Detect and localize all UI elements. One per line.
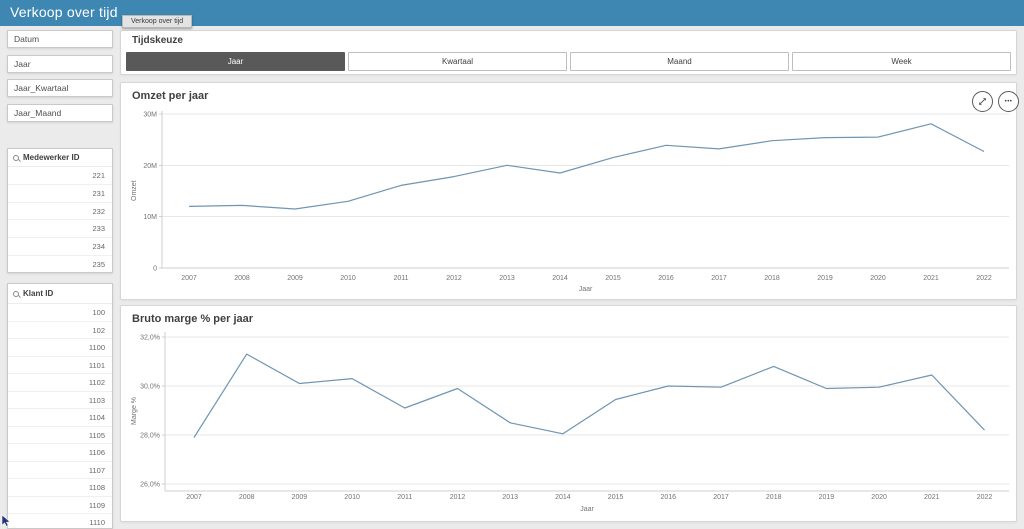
x-tick-label: 2008 — [234, 275, 250, 282]
listbox-value-row[interactable]: 1100 — [8, 339, 112, 357]
x-tick-label: 2013 — [499, 275, 515, 282]
x-tick-label: 2014 — [555, 494, 571, 501]
time-button-jaar[interactable]: Jaar — [126, 52, 345, 71]
x-tick-label: 2017 — [711, 275, 727, 282]
listbox-value-row[interactable]: 234 — [8, 238, 112, 256]
filter-field-jaar_kwartaal[interactable]: Jaar_Kwartaal — [7, 79, 113, 97]
time-button-kwartaal[interactable]: Kwartaal — [348, 52, 567, 71]
timepicker-panel: Tijdskeuze Jaar Kwartaal Maand Week — [120, 30, 1017, 75]
time-button-maand[interactable]: Maand — [570, 52, 789, 71]
y-tick-label: 0 — [153, 266, 157, 273]
search-icon — [13, 290, 19, 297]
x-tick-label: 2011 — [397, 494, 412, 501]
y-tick-label: 28,0% — [140, 433, 160, 440]
listbox-value-row[interactable]: 231 — [8, 185, 112, 203]
listbox-value-row[interactable]: 1105 — [8, 427, 112, 444]
y-tick-label: 32,0% — [140, 335, 160, 342]
filter-field-jaar[interactable]: Jaar — [7, 55, 113, 73]
sheet-tab[interactable]: Verkoop over tijd — [122, 15, 193, 28]
app-title: Verkoop over tijd — [10, 4, 118, 20]
listbox-klant-id: Klant ID 100 102 1100 1101 1102 1103 1104 1105 11… — [7, 283, 113, 529]
listbox-header[interactable]: Medewerker ID — [8, 149, 112, 167]
expand-icon[interactable] — [972, 91, 993, 112]
listbox-title: Medewerker ID — [23, 153, 80, 162]
data-line-series — [193, 353, 985, 438]
listbox-medewerker-id: Medewerker ID 221 231 232 233 234 235 — [7, 148, 113, 273]
listbox-value-row[interactable]: 1110 — [8, 514, 112, 528]
x-axis-title: Jaar — [580, 506, 594, 513]
x-tick-label: 2018 — [766, 494, 782, 501]
omzet-chart-plot[interactable]: 0 10M 20M 30M 2007 2008 2009 2010 2011 2012 2013 20… — [121, 83, 1018, 301]
x-tick-label: 2012 — [446, 275, 462, 282]
x-tick-label: 2008 — [239, 494, 255, 501]
x-tick-label: 2010 — [340, 275, 356, 282]
x-tick-label: 2007 — [186, 494, 202, 501]
filter-field-jaar_maand[interactable]: Jaar_Maand — [7, 104, 113, 122]
x-tick-label: 2021 — [924, 494, 940, 501]
listbox-value-row[interactable]: 1103 — [8, 392, 112, 409]
x-tick-label: 2011 — [393, 275, 408, 282]
listbox-value-row[interactable]: 1101 — [8, 357, 112, 374]
x-tick-label: 2015 — [605, 275, 621, 282]
x-tick-label: 2013 — [502, 494, 518, 501]
y-tick-label: 20M — [143, 163, 157, 170]
x-tick-label: 2022 — [976, 275, 992, 282]
listbox-value-row[interactable]: 1104 — [8, 409, 112, 427]
x-tick-label: 2020 — [871, 494, 887, 501]
x-tick-label: 2014 — [552, 275, 568, 282]
listbox-value-row[interactable]: 221 — [8, 167, 112, 185]
marge-chart-plot[interactable]: 26,0% 28,0% 30,0% 32,0% 2007 2008 2009 2010 2011… — [121, 306, 1018, 523]
x-tick-label: 2021 — [923, 275, 939, 282]
marge-chart-title: Bruto marge % per jaar — [132, 313, 254, 325]
expand-arrows-glyph — [979, 98, 986, 105]
x-tick-label: 2016 — [658, 275, 674, 282]
listbox-title: Klant ID — [23, 289, 54, 298]
x-tick-label: 2022 — [977, 494, 993, 501]
listbox-value-row[interactable]: 1108 — [8, 479, 112, 497]
listbox-value-row[interactable]: 100 — [8, 304, 112, 322]
listbox-value-row[interactable]: 232 — [8, 203, 112, 221]
y-tick-label: 26,0% — [140, 482, 160, 489]
listbox-value-row[interactable]: 235 — [8, 256, 112, 272]
x-tick-label: 2009 — [292, 494, 308, 501]
x-axis-title: Jaar — [579, 286, 593, 293]
x-tick-label: 2019 — [817, 275, 833, 282]
x-tick-label: 2016 — [661, 494, 677, 501]
listbox-value-row[interactable]: 1102 — [8, 374, 112, 392]
x-tick-label: 2009 — [287, 275, 303, 282]
timepicker-buttons: Jaar Kwartaal Maand Week — [126, 52, 1011, 71]
y-tick-label: 30,0% — [140, 384, 160, 391]
search-icon — [13, 154, 19, 161]
listbox-value-row[interactable]: 233 — [8, 220, 112, 239]
listbox-value-row[interactable]: 102 — [8, 322, 112, 339]
listbox-value-row[interactable]: 1109 — [8, 497, 112, 514]
x-tick-label: 2017 — [713, 494, 729, 501]
x-tick-label: 2010 — [344, 494, 360, 501]
x-tick-label: 2015 — [608, 494, 624, 501]
ellipsis-glyph: ••• — [1004, 98, 1013, 105]
listbox-value-row[interactable]: 1106 — [8, 444, 112, 462]
x-tick-label: 2020 — [870, 275, 886, 282]
marge-chart-card: Bruto marge % per jaar Marge % 26,0% 28,0… — [120, 305, 1017, 522]
x-tick-label: 2007 — [181, 275, 197, 282]
time-button-week[interactable]: Week — [792, 52, 1011, 71]
y-tick-label: 30M — [143, 112, 157, 119]
omzet-chart-card: Omzet per jaar ••• Omzet 0 10M 20M 30M 2007 2… — [120, 82, 1019, 301]
sheet-tab-label: Verkoop over tijd — [131, 18, 184, 25]
timepicker-title: Tijdskeuze — [132, 35, 183, 46]
listbox-header[interactable]: Klant ID — [8, 284, 112, 304]
x-tick-label: 2019 — [819, 494, 835, 501]
omzet-chart-title: Omzet per jaar — [132, 90, 209, 102]
x-tick-label: 2018 — [764, 275, 780, 282]
data-line-series — [188, 123, 985, 210]
more-options-icon[interactable]: ••• — [998, 91, 1019, 112]
mouse-cursor — [1, 514, 11, 527]
listbox-value-row[interactable]: 1107 — [8, 462, 112, 479]
x-tick-label: 2012 — [450, 494, 466, 501]
filter-field-datum[interactable]: Datum — [7, 30, 113, 48]
y-tick-label: 10M — [143, 214, 157, 221]
